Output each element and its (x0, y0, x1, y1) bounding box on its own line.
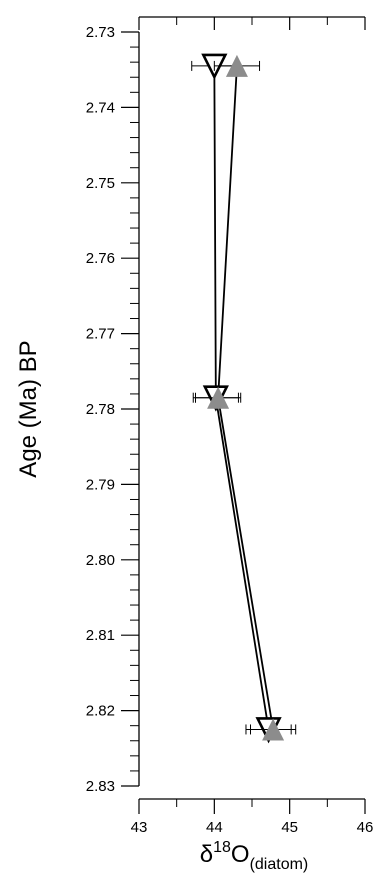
y-tick-label: 2.74 (86, 99, 115, 116)
y-tick-label: 2.83 (86, 778, 115, 795)
x-tick-label: 44 (206, 819, 223, 836)
axes (138, 16, 365, 800)
y-tick-label: 2.82 (86, 703, 115, 720)
x-axis-title: δ18O(diatom) (200, 839, 309, 873)
x-ticks: 43 44 45 46 (131, 17, 374, 836)
series-layer (191, 53, 297, 744)
x-axis-title-prefix: δ (200, 841, 213, 868)
x-tick-label: 43 (131, 819, 148, 836)
y-tick-label: 2.79 (86, 476, 115, 493)
y-tick-label: 2.76 (86, 250, 115, 267)
x-axis-title-sub: (diatom) (250, 856, 309, 873)
data-point-filled-triangle (207, 386, 230, 409)
y-tick-label: 2.81 (86, 627, 115, 644)
y-axis-title: Age (Ma) BP (15, 340, 42, 477)
x-tick-label: 45 (281, 819, 298, 836)
x-axis-title-sup: 18 (213, 839, 231, 856)
data-point-filled-triangle (225, 54, 248, 77)
x-axis-title-main: O (231, 841, 250, 868)
y-tick-label: 2.75 (86, 175, 115, 192)
y-ticks: 2.73 2.74 2.75 2.76 2.77 2.78 2.79 2.80 2.81 2.82… (86, 24, 139, 795)
data-point-filled-triangle (262, 718, 285, 741)
y-tick-label: 2.73 (86, 24, 115, 41)
y-tick-label: 2.78 (86, 401, 115, 418)
y-tick-label: 2.77 (86, 326, 115, 343)
y-tick-label: 2.80 (86, 552, 115, 569)
x-tick-label: 46 (357, 819, 374, 836)
